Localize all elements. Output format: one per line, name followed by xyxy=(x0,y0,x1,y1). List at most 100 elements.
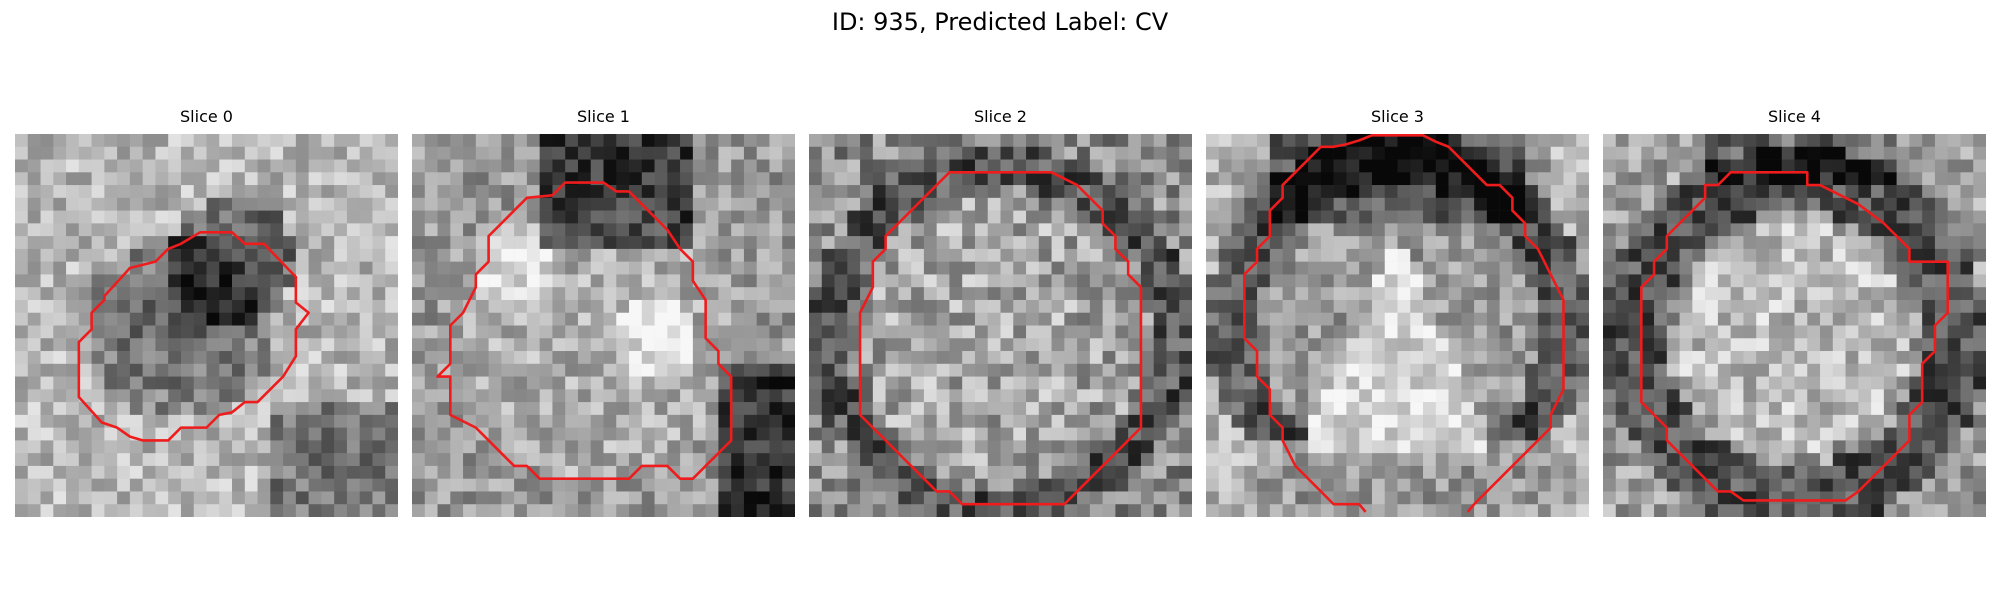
image-pixel xyxy=(731,185,745,199)
image-pixel xyxy=(78,325,92,339)
image-pixel xyxy=(372,338,386,352)
image-pixel xyxy=(270,440,284,454)
image-pixel xyxy=(463,402,477,416)
image-pixel xyxy=(1705,325,1719,339)
image-pixel xyxy=(1832,159,1846,173)
image-pixel xyxy=(885,261,899,275)
image-pixel xyxy=(1231,402,1245,416)
image-pixel xyxy=(1563,287,1577,301)
image-pixel xyxy=(501,402,515,416)
image-pixel xyxy=(104,440,118,454)
image-pixel xyxy=(1308,453,1322,467)
image-pixel xyxy=(1550,159,1564,173)
image-pixel xyxy=(104,248,118,262)
image-pixel xyxy=(680,376,694,390)
image-pixel xyxy=(641,414,655,428)
image-pixel xyxy=(1692,185,1706,199)
image-pixel xyxy=(1679,389,1693,403)
image-pixel xyxy=(590,261,604,275)
image-pixel xyxy=(78,248,92,262)
image-pixel xyxy=(1410,491,1424,505)
image-pixel xyxy=(1973,159,1986,173)
image-pixel xyxy=(1474,427,1488,441)
image-pixel xyxy=(1089,236,1103,250)
image-pixel xyxy=(590,338,604,352)
image-pixel xyxy=(1537,248,1551,262)
image-pixel xyxy=(577,453,591,467)
image-pixel xyxy=(1717,248,1731,262)
image-pixel xyxy=(1654,172,1668,186)
image-pixel xyxy=(1807,465,1821,479)
image-pixel xyxy=(1153,274,1167,288)
image-pixel xyxy=(1730,325,1744,339)
image-pixel xyxy=(117,312,131,326)
image-pixel xyxy=(1486,210,1500,224)
image-pixel xyxy=(1947,287,1961,301)
image-pixel xyxy=(987,351,1001,365)
image-pixel xyxy=(372,491,386,505)
image-pixel xyxy=(1525,261,1539,275)
image-pixel xyxy=(962,287,976,301)
image-pixel xyxy=(1218,159,1232,173)
image-pixel xyxy=(1231,210,1245,224)
image-pixel xyxy=(232,440,246,454)
image-pixel xyxy=(1781,325,1795,339)
image-pixel xyxy=(142,465,156,479)
image-pixel xyxy=(155,312,169,326)
image-pixel xyxy=(1320,325,1334,339)
image-pixel xyxy=(437,261,451,275)
image-pixel xyxy=(1269,376,1283,390)
image-pixel xyxy=(1423,159,1437,173)
image-pixel xyxy=(577,402,591,416)
image-pixel xyxy=(962,299,976,313)
image-pixel xyxy=(1832,427,1846,441)
image-pixel xyxy=(15,402,29,416)
image-pixel xyxy=(1756,427,1770,441)
image-pixel xyxy=(1000,414,1014,428)
image-pixel xyxy=(1333,274,1347,288)
image-pixel xyxy=(1474,478,1488,492)
image-pixel xyxy=(1410,185,1424,199)
image-pixel xyxy=(1166,287,1180,301)
image-pixel xyxy=(1705,134,1719,148)
image-pixel xyxy=(1371,248,1385,262)
image-pixel xyxy=(1654,427,1668,441)
image-pixel xyxy=(412,504,426,517)
image-pixel xyxy=(1448,172,1462,186)
image-pixel xyxy=(1666,312,1680,326)
image-pixel xyxy=(91,236,105,250)
image-pixel xyxy=(1397,478,1411,492)
image-pixel xyxy=(1896,299,1910,313)
image-pixel xyxy=(1244,389,1258,403)
image-pixel xyxy=(1384,414,1398,428)
image-pixel xyxy=(40,363,54,377)
image-pixel xyxy=(1756,172,1770,186)
image-pixel xyxy=(987,376,1001,390)
image-pixel xyxy=(590,236,604,250)
image-pixel xyxy=(91,261,105,275)
image-pixel xyxy=(1051,248,1065,262)
image-pixel xyxy=(1166,363,1180,377)
image-pixel xyxy=(1730,236,1744,250)
image-pixel xyxy=(1051,504,1065,517)
image-pixel xyxy=(1486,491,1500,505)
image-pixel xyxy=(206,197,220,211)
image-pixel xyxy=(450,504,464,517)
image-pixel xyxy=(1179,491,1192,505)
image-pixel xyxy=(821,159,835,173)
image-pixel xyxy=(168,389,182,403)
image-pixel xyxy=(1218,504,1232,517)
image-pixel xyxy=(437,376,451,390)
image-pixel xyxy=(705,210,719,224)
image-pixel xyxy=(1128,261,1142,275)
image-pixel xyxy=(1206,134,1220,148)
image-pixel xyxy=(641,453,655,467)
image-pixel xyxy=(53,312,67,326)
image-pixel xyxy=(769,236,783,250)
image-pixel xyxy=(1115,338,1129,352)
image-pixel xyxy=(1692,414,1706,428)
image-pixel xyxy=(1423,402,1437,416)
image-pixel xyxy=(1013,504,1027,517)
image-pixel xyxy=(27,440,41,454)
image-pixel xyxy=(987,185,1001,199)
